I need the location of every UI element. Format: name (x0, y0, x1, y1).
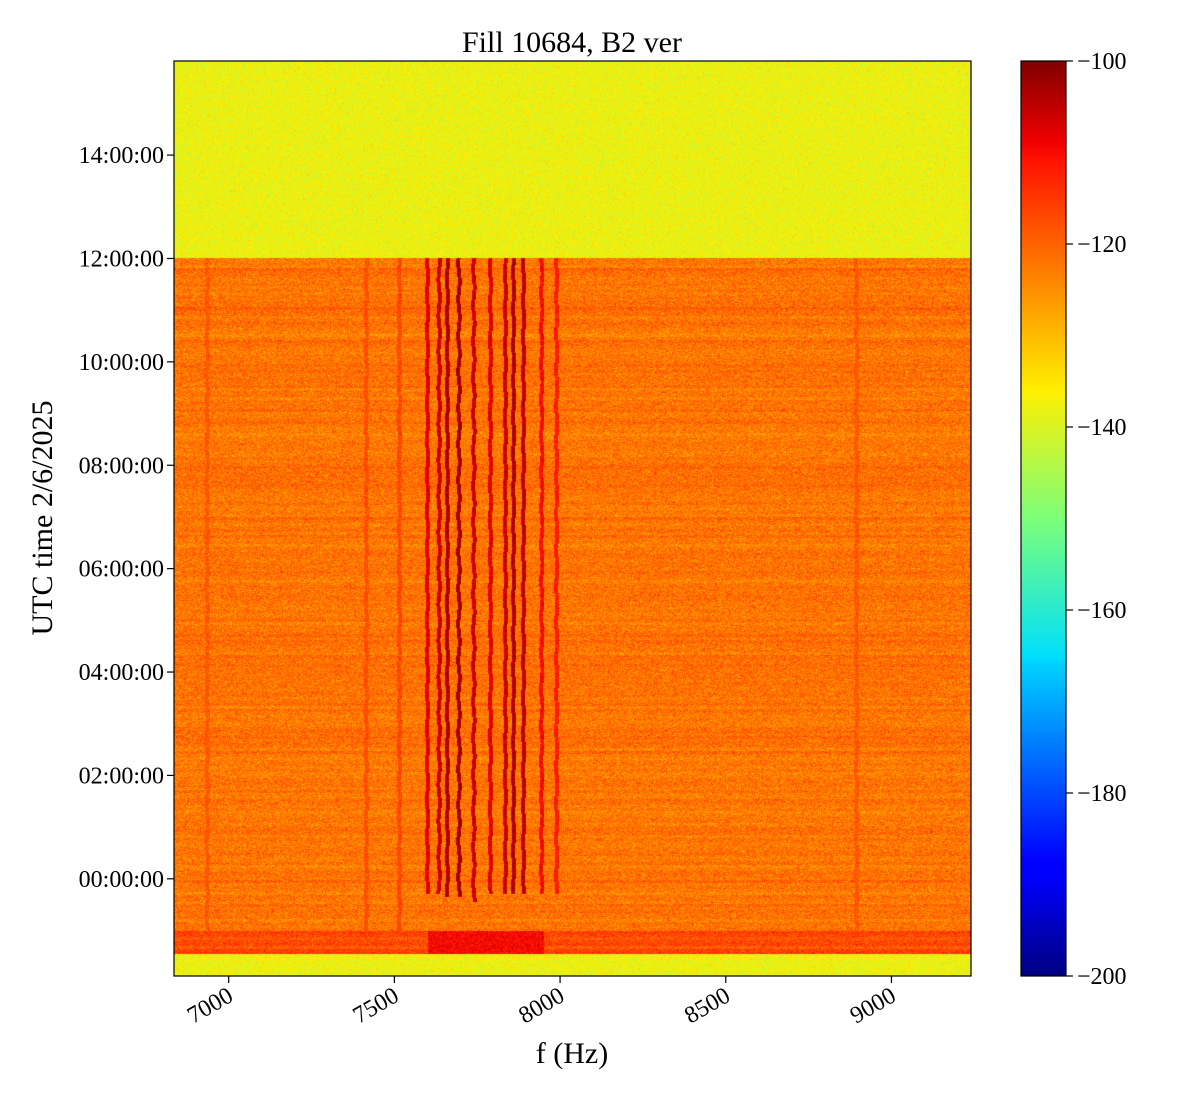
y-axis-label: UTC time 2/6/2025 (26, 401, 59, 636)
x-tick-label: 9000 (846, 983, 901, 1030)
colorbar-tick-label: −200 (1077, 964, 1127, 990)
colorbar-tick-label: −100 (1077, 49, 1127, 75)
y-tick-label: 00:00:00 (79, 867, 164, 893)
x-tick-label: 7000 (183, 983, 238, 1030)
y-tick-label: 04:00:00 (79, 660, 164, 686)
y-tick-label: 10:00:00 (79, 350, 164, 376)
colorbar: −100 −120 −140 −160 −180 −200 (1020, 49, 1127, 990)
y-tick-label: 02:00:00 (79, 763, 164, 789)
x-axis-ticks: 7000 7500 8000 8500 9000 (183, 976, 900, 1029)
plot-area (173, 60, 972, 977)
spectrogram-image (174, 61, 971, 976)
x-axis-label: f (Hz) (536, 1037, 608, 1070)
colorbar-tick-label: −180 (1077, 781, 1127, 807)
y-tick-label: 08:00:00 (79, 453, 164, 479)
colorbar-tick-label: −120 (1077, 232, 1127, 258)
x-tick-label: 8000 (515, 983, 570, 1030)
plot-frame (173, 60, 972, 977)
chart-title: Fill 10684, B2 ver (462, 26, 682, 59)
x-tick-label: 7500 (349, 983, 404, 1030)
colorbar-tick-label: −160 (1077, 598, 1127, 624)
colorbar-ticks: −100 −120 −140 −160 −180 −200 (1066, 49, 1127, 990)
y-tick-label: 06:00:00 (79, 557, 164, 583)
y-tick-label: 12:00:00 (79, 246, 164, 272)
y-axis-ticks: 00:00:00 02:00:00 04:00:00 06:00:00 08:00:00… (79, 143, 174, 893)
colorbar-gradient (1020, 60, 1067, 977)
y-tick-label: 14:00:00 (79, 143, 164, 169)
colorbar-tick-label: −140 (1077, 415, 1127, 441)
x-tick-label: 8500 (680, 983, 735, 1030)
